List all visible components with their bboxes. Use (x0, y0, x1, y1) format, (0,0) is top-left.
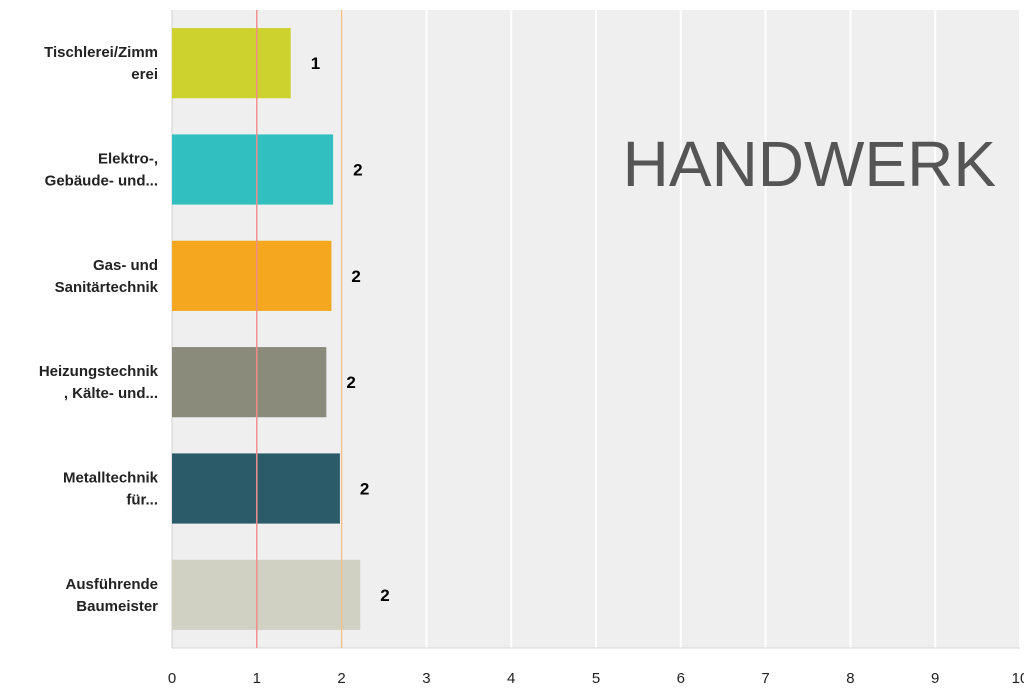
x-tick-label: 6 (677, 670, 685, 687)
data-label: 1 (311, 54, 320, 73)
bar (172, 28, 291, 99)
category-label: Heizungstechnik, Kälte- und... (39, 363, 159, 402)
bar (172, 559, 361, 630)
x-axis-ticks: 0 1 2 3 4 5 6 7 8 9 10 (168, 670, 1024, 687)
data-labels: 1 2 2 2 2 2 (311, 54, 390, 605)
bar (172, 453, 340, 524)
data-label: 2 (380, 586, 389, 605)
category-label: Elektro-, Gebäude- und... (45, 151, 158, 190)
category-labels: Tischlerei/Zimm erei Elektro-, Gebäude- und… (39, 44, 159, 615)
x-tick-label: 2 (337, 670, 345, 687)
category-label: Metalltechnik für... (63, 470, 159, 509)
data-label: 2 (351, 267, 360, 286)
x-tick-label: 5 (592, 670, 600, 687)
x-tick-label: 0 (168, 670, 176, 687)
x-tick-label: 4 (507, 670, 515, 687)
x-tick-label: 3 (422, 670, 430, 687)
overlay-title: HANDWERK (623, 128, 996, 200)
bar (172, 134, 334, 205)
x-tick-label: 8 (846, 670, 854, 687)
data-label: 2 (346, 373, 355, 392)
category-label: Ausführende Baumeister (65, 576, 158, 615)
data-label: 2 (353, 161, 362, 180)
category-label: Gas- und Sanitärtechnik (55, 257, 159, 296)
reference-lines (256, 10, 343, 648)
data-label: 2 (360, 480, 369, 499)
x-tick-label: 10 (1012, 670, 1024, 687)
bars (172, 28, 361, 630)
x-tick-label: 7 (761, 670, 769, 687)
bar (172, 347, 327, 418)
x-tick-label: 1 (253, 670, 261, 687)
bar (172, 240, 332, 311)
x-tick-label: 9 (931, 670, 939, 687)
category-label: Tischlerei/Zimm erei (44, 44, 158, 83)
